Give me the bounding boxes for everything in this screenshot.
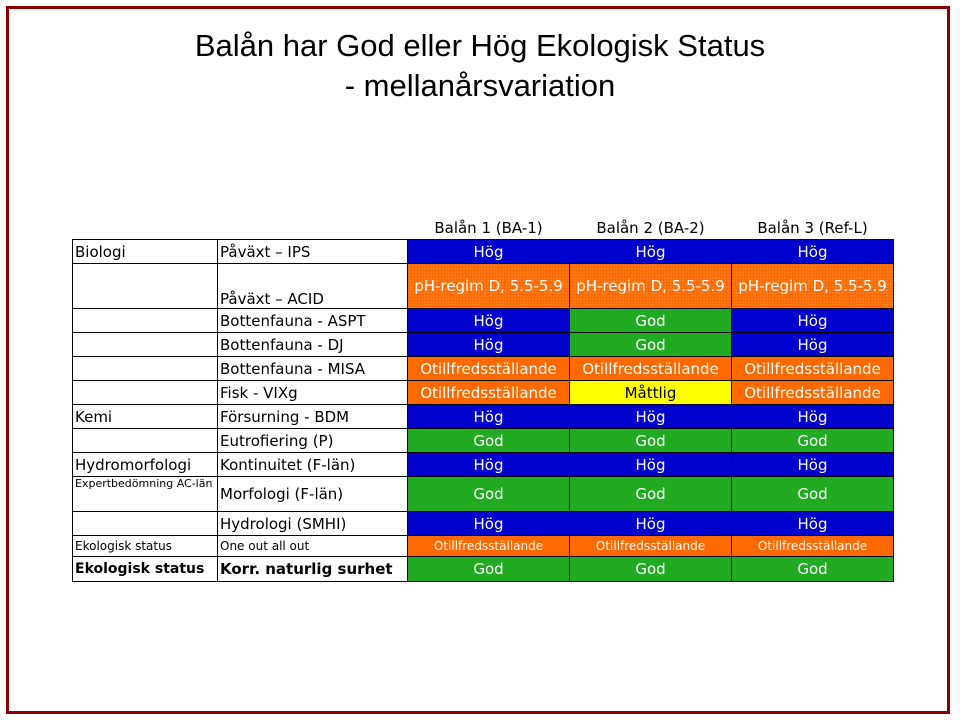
status-cell: Hög [731, 239, 894, 264]
parameter-label: Påväxt – IPS [217, 239, 408, 264]
group-label: Ekologisk status [72, 556, 218, 582]
status-table: Balån 1 (BA-1) Balån 2 (BA-2) Balån 3 (R… [72, 216, 894, 582]
parameter-label: Morfologi (F-län) [217, 476, 408, 512]
status-cell: Otillfredsställande [569, 535, 732, 557]
group-label: Expertbedömning AC-län [72, 476, 218, 512]
status-cell: Hög [407, 239, 570, 264]
status-cell: God [569, 332, 732, 357]
group-label [72, 263, 218, 309]
status-cell: God [731, 476, 894, 512]
title-line-2: - mellanårsvariation [344, 68, 616, 103]
slide-frame [6, 6, 950, 714]
table-row: Expertbedömning AC-län Morfologi (F-län)… [72, 476, 894, 512]
status-cell: Hög [407, 404, 570, 429]
group-label: Hydromorfologi [72, 452, 218, 477]
status-cell: God [569, 476, 732, 512]
group-label [72, 511, 218, 536]
group-label: Biologi [72, 239, 218, 264]
status-cell: God [407, 556, 570, 582]
status-cell: God [731, 428, 894, 453]
parameter-label: Påväxt – ACID [217, 263, 408, 309]
column-header-ref: Balån 3 (Ref-L) [731, 216, 894, 240]
parameter-label: Hydrologi (SMHI) [217, 511, 408, 536]
group-label [72, 332, 218, 357]
status-cell: Hög [407, 511, 570, 536]
table-row: Fisk - VIXg Otillfredsställande Måttlig … [72, 380, 894, 405]
parameter-label: Bottenfauna - DJ [217, 332, 408, 357]
status-cell: Otillfredsställande [407, 535, 570, 557]
status-cell: God [731, 556, 894, 582]
parameter-label: One out all out [217, 535, 408, 557]
status-cell: Hög [569, 404, 732, 429]
group-label [72, 308, 218, 333]
table-row: Bottenfauna - MISA Otillfredsställande O… [72, 356, 894, 381]
status-cell: Hög [407, 452, 570, 477]
column-header-ba1: Balån 1 (BA-1) [407, 216, 570, 240]
status-cell: Hög [731, 332, 894, 357]
table-row: Hydrologi (SMHI) Hög Hög Hög [72, 511, 894, 536]
status-cell: Otillfredsställande [731, 356, 894, 381]
status-cell: Hög [731, 452, 894, 477]
group-label [72, 380, 218, 405]
status-cell: Måttlig [569, 380, 732, 405]
table-row: Biologi Påväxt – IPS Hög Hög Hög [72, 239, 894, 264]
status-cell: pH-regim D, 5.5-5.9 [407, 263, 570, 309]
status-cell: Hög [569, 239, 732, 264]
parameter-label: Kontinuitet (F-län) [217, 452, 408, 477]
group-label: Kemi [72, 404, 218, 429]
parameter-label: Försurning - BDM [217, 404, 408, 429]
header-empty-1 [73, 216, 218, 240]
status-cell: God [407, 476, 570, 512]
table-row: Ekologisk status Korr. naturlig surhet G… [72, 556, 894, 582]
status-cell: God [569, 428, 732, 453]
table-row: Kemi Försurning - BDM Hög Hög Hög [72, 404, 894, 429]
group-label [72, 428, 218, 453]
parameter-label: Bottenfauna - MISA [217, 356, 408, 381]
parameter-label: Bottenfauna - ASPT [217, 308, 408, 333]
status-cell: Otillfredsställande [731, 380, 894, 405]
status-cell: Hög [407, 332, 570, 357]
status-cell: Otillfredsställande [569, 356, 732, 381]
status-cell: Otillfredsställande [407, 356, 570, 381]
status-cell: Hög [731, 511, 894, 536]
status-cell: Hög [569, 452, 732, 477]
status-cell: pH-regim D, 5.5-5.9 [569, 263, 732, 309]
table-row: Ekologisk status One out all out Otillfr… [72, 535, 894, 557]
table-header-row: Balån 1 (BA-1) Balån 2 (BA-2) Balån 3 (R… [73, 216, 894, 240]
parameter-label: Fisk - VIXg [217, 380, 408, 405]
column-header-ba2: Balån 2 (BA-2) [569, 216, 732, 240]
table-row: Bottenfauna - ASPT Hög God Hög [72, 308, 894, 333]
table-row: Påväxt – ACID pH-regim D, 5.5-5.9 pH-reg… [72, 263, 894, 309]
status-cell: Otillfredsställande [731, 535, 894, 557]
table-row: Hydromorfologi Kontinuitet (F-län) Hög H… [72, 452, 894, 477]
header-empty-2 [218, 216, 408, 240]
table-row: Bottenfauna - DJ Hög God Hög [72, 332, 894, 357]
group-label [72, 356, 218, 381]
table-row: Eutrofiering (P) God God God [72, 428, 894, 453]
status-cell: Hög [407, 308, 570, 333]
status-cell: Hög [731, 404, 894, 429]
status-cell: Otillfredsställande [407, 380, 570, 405]
slide-title: Balån har God eller Hög Ekologisk Status… [0, 26, 960, 106]
status-cell: God [569, 308, 732, 333]
title-line-1: Balån har God eller Hög Ekologisk Status [194, 28, 766, 63]
parameter-label: Korr. naturlig surhet [217, 556, 408, 582]
status-cell: pH-regim D, 5.5-5.9 [731, 263, 894, 309]
status-cell: Hög [569, 511, 732, 536]
status-cell: God [569, 556, 732, 582]
parameter-label: Eutrofiering (P) [217, 428, 408, 453]
status-cell: Hög [731, 308, 894, 333]
group-label: Ekologisk status [72, 535, 218, 557]
status-cell: God [407, 428, 570, 453]
